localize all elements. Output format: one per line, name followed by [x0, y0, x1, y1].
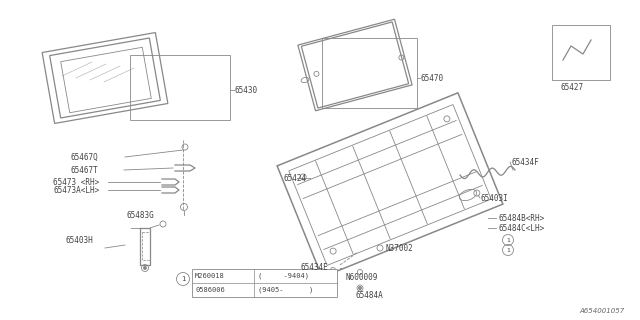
Text: M260018: M260018: [195, 273, 225, 279]
Text: 65403H: 65403H: [65, 236, 93, 244]
Text: 1: 1: [506, 237, 510, 243]
Text: 65434E: 65434E: [300, 263, 328, 273]
Text: 65467T: 65467T: [70, 165, 98, 174]
Bar: [192, 269, 337, 297]
Bar: [552, 25, 610, 80]
Text: 65434F: 65434F: [512, 157, 540, 166]
Bar: [142, 232, 150, 260]
Text: 65473A<LH>: 65473A<LH>: [53, 186, 99, 195]
Text: 65430: 65430: [234, 85, 257, 94]
Text: 65424: 65424: [283, 173, 306, 182]
Text: 1: 1: [181, 276, 185, 282]
Text: 65484B<RH>: 65484B<RH>: [498, 213, 544, 222]
Bar: [322, 38, 417, 108]
Text: 65484C<LH>: 65484C<LH>: [498, 223, 544, 233]
Text: 65473 <RH>: 65473 <RH>: [53, 178, 99, 187]
Text: 65427: 65427: [561, 83, 584, 92]
Circle shape: [358, 286, 362, 290]
Bar: [130, 55, 230, 120]
Text: (9405-      ): (9405- ): [258, 287, 313, 293]
Text: 65483G: 65483G: [126, 211, 154, 220]
Text: A654001057: A654001057: [580, 308, 625, 314]
Text: 65484A: 65484A: [355, 291, 383, 300]
Text: 65403I: 65403I: [480, 194, 508, 203]
Text: N37002: N37002: [385, 244, 413, 252]
Text: 65467Q: 65467Q: [70, 153, 98, 162]
Text: 65470: 65470: [420, 74, 443, 83]
Circle shape: [143, 267, 147, 269]
Text: 0586006: 0586006: [195, 287, 225, 293]
Text: N600009: N600009: [345, 274, 378, 283]
Text: 1: 1: [506, 247, 510, 252]
Text: (     -9404): ( -9404): [258, 273, 309, 279]
